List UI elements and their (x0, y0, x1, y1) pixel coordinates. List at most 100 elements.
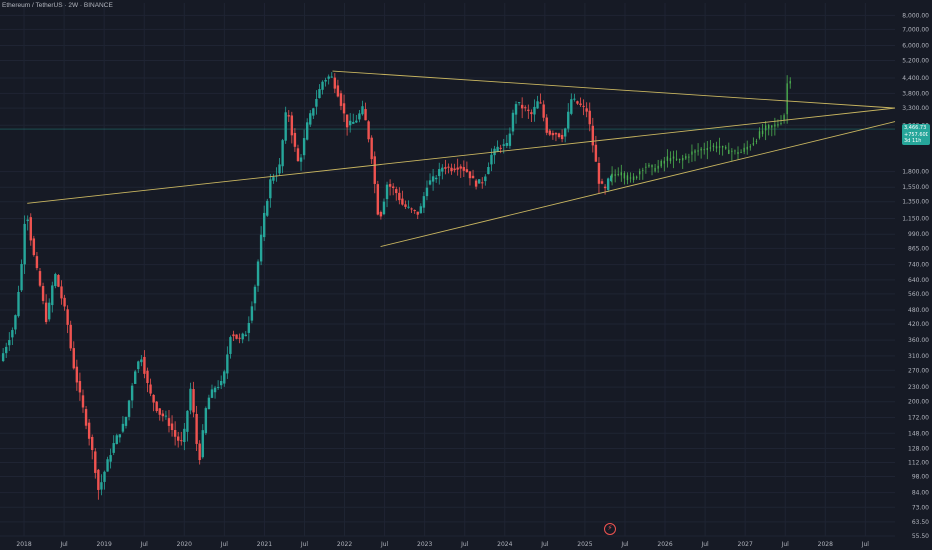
projected-candle (709, 147, 712, 149)
price-tick-label: 480.00 (908, 307, 929, 314)
projected-candle (712, 145, 715, 147)
candle (438, 169, 441, 177)
candle (447, 166, 450, 168)
time-tick-label: Jul (380, 541, 389, 548)
time-tick-label: Jul (220, 541, 229, 548)
candle (23, 223, 26, 265)
candle (502, 144, 505, 146)
candle (413, 210, 416, 212)
projected-candle (758, 131, 761, 138)
price-axis[interactable]: 8,000.00 7,000.00 6,000.00 5,200.00 4,400.00… (902, 12, 929, 540)
candle (468, 171, 472, 179)
candle (305, 122, 309, 140)
projected-candle (703, 149, 705, 151)
candle (465, 169, 469, 173)
candle (223, 371, 226, 384)
candle (367, 121, 370, 140)
candle (385, 184, 389, 200)
candle (542, 104, 545, 118)
candle (5, 346, 8, 354)
candle (355, 120, 358, 123)
candle (269, 179, 272, 199)
price-tick-label: 7,000.00 (902, 26, 929, 33)
lightning-icon[interactable]: ⚡ (604, 523, 616, 535)
time-tick-label: 2021 (257, 541, 272, 548)
candle (514, 104, 518, 115)
time-tick-label: Jul (59, 541, 68, 548)
time-tick-label: Jul (781, 541, 790, 548)
price-tick-label: 128.00 (908, 445, 929, 452)
candle (382, 201, 386, 215)
candle (505, 143, 509, 146)
candle (545, 117, 548, 133)
candle (352, 121, 355, 124)
candle (66, 309, 69, 325)
candle (573, 98, 576, 100)
candle (97, 469, 100, 490)
candle (124, 416, 128, 426)
price-tick-label: 990.00 (908, 231, 929, 238)
candle (241, 333, 244, 340)
candle (51, 285, 54, 306)
projected-candle (611, 173, 613, 178)
candle (315, 99, 318, 107)
price-tick-label: 640.00 (908, 277, 929, 284)
time-tick-label: Jul (300, 541, 309, 548)
candle (198, 443, 201, 461)
candle (576, 101, 579, 104)
candle (527, 109, 530, 111)
candle (511, 112, 515, 132)
candle (262, 212, 266, 238)
candle (364, 109, 367, 121)
candle (103, 471, 106, 482)
time-tick-label: Jul (700, 541, 709, 548)
time-axis[interactable]: 2018 Jul 2019 Jul 2020 Jul 2021 Jul 2022 Jul 2023 J… (16, 541, 869, 548)
candle (32, 238, 36, 256)
time-tick-label: Jul (140, 541, 149, 548)
candle (60, 286, 63, 299)
candle (391, 186, 395, 188)
candle (490, 154, 493, 165)
candle (69, 324, 72, 349)
candle (235, 334, 238, 339)
candle (496, 146, 499, 152)
candle (216, 386, 220, 388)
projected-candle (654, 167, 656, 172)
candle (17, 291, 20, 317)
candle (195, 413, 198, 444)
candle (278, 164, 281, 174)
candle (477, 179, 481, 184)
candle (259, 234, 263, 262)
projected-candle (694, 150, 696, 153)
price-tick-label: 98.00 (912, 473, 929, 480)
candle (1, 353, 5, 362)
candle (127, 400, 131, 417)
time-tick-label: 2024 (497, 541, 512, 548)
candle (600, 181, 604, 184)
projected-candle (669, 158, 672, 162)
candle (499, 147, 502, 149)
candle (557, 133, 561, 138)
projected-candle (731, 150, 733, 152)
price-tick-label: 3,800.00 (902, 90, 929, 97)
candle (548, 130, 552, 135)
candle (87, 422, 91, 439)
price-tick-label: 560.00 (908, 291, 929, 298)
time-tick-label: Jul (620, 541, 629, 548)
candle (407, 206, 410, 208)
candle (333, 77, 337, 89)
candle (155, 401, 158, 412)
candle (20, 264, 23, 291)
projected-candle (764, 125, 767, 131)
candle (266, 200, 269, 216)
price-tick-label: 1,550.00 (902, 184, 929, 191)
symbol-title[interactable]: Ethereum / TetherUS · 2W · BINANCE (2, 2, 113, 9)
price-tick-label: 55.50 (912, 533, 929, 540)
candle (189, 388, 192, 411)
time-tick-label: 2018 (16, 541, 31, 548)
candle (422, 196, 426, 208)
projected-candle (691, 151, 693, 155)
projected-candle (682, 158, 684, 161)
